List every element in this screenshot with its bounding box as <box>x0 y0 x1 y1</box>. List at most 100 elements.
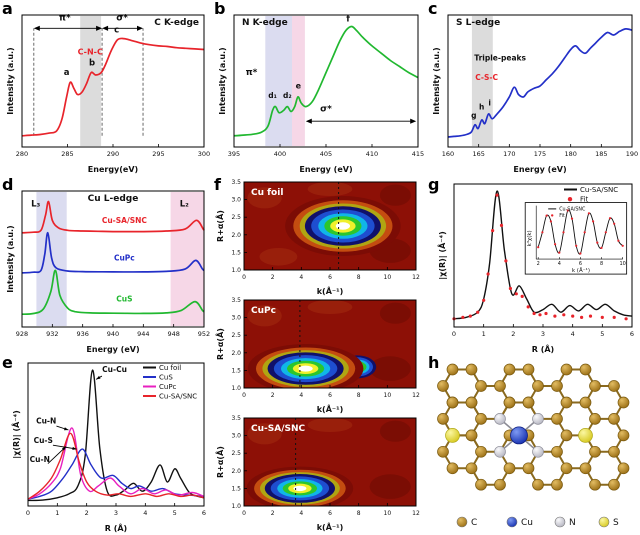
annotation-text: C-N-C <box>78 47 103 56</box>
inset-y-axis-label: k³χ(k) <box>526 230 533 246</box>
x-tick-label: 1 <box>482 330 486 338</box>
y-tick-label: 1.0 <box>231 385 241 392</box>
y-axis-label: R+α(Å) <box>215 210 225 242</box>
y-tick-label: 2.0 <box>231 468 241 475</box>
annotation-arrow <box>56 425 69 431</box>
y-axis-label: Intensity (a.u.) <box>432 47 441 114</box>
annotation-text: i <box>488 98 491 107</box>
series-cus <box>21 269 205 316</box>
y-axis-label: |χ(R)| (Å⁻⁴) <box>11 410 21 459</box>
wt-plot-cu-sa-snc: Cu-SA/SNC 0 2 4 6 8 10 12 1.0 1.5 2.0 2.5 3.0 3.5 k(Å⁻… <box>215 415 420 532</box>
x-tick-label: 180 <box>564 150 576 158</box>
annotation-arrow <box>47 446 67 464</box>
carbon-atom <box>608 478 620 491</box>
legend-swatch-s <box>598 516 610 528</box>
x-tick-label: 10 <box>384 510 392 517</box>
x-tick-label: 290 <box>107 150 119 158</box>
x-tick-label: 170 <box>503 150 515 158</box>
inset-x-axis-label: k (Å⁻¹) <box>572 267 590 274</box>
series-cu-sa-snc <box>27 432 205 500</box>
annotation-text: a <box>64 68 70 78</box>
a-plot: 280 285 290 295 300 Energy(eV) Intensity (a.u.… <box>6 13 210 174</box>
x-tick-label: 285 <box>61 150 73 158</box>
carbon-atom <box>551 445 563 458</box>
carbon-atom <box>608 413 620 425</box>
annotation-text: e <box>296 81 302 90</box>
atoms <box>437 363 630 491</box>
wt-label: Cu foil <box>251 188 283 198</box>
carbon-atom <box>475 413 487 425</box>
carbon-atom <box>437 445 449 458</box>
y-tick-label: 3.5 <box>231 415 241 422</box>
annotation-text: C-S-C <box>475 73 498 82</box>
annotation-text: CuS <box>116 295 132 304</box>
legend-swatch-n <box>554 516 566 528</box>
panel-letter-h: h <box>428 353 440 372</box>
annotation-text: CuPc <box>114 253 135 262</box>
carbon-atom <box>465 396 478 409</box>
x-tick-label: 12 <box>412 392 420 399</box>
carbon-atom <box>560 396 573 409</box>
series-cu-sa-snc <box>453 190 633 320</box>
x-tick-label: 415 <box>412 150 424 158</box>
x-tick-label: 0 <box>452 330 456 338</box>
y-tick-label: 2.5 <box>231 332 241 339</box>
legend-swatch-c <box>456 516 468 528</box>
carbon-atom <box>465 363 478 376</box>
carbon-atom <box>608 380 620 392</box>
x-tick-label: 4 <box>299 392 303 399</box>
x-tick-label: 5 <box>600 330 604 338</box>
heatmap <box>244 418 416 506</box>
x-tick-label: 944 <box>137 330 149 338</box>
x-axis-label: k(Å⁻¹) <box>317 404 344 414</box>
x-tick-label: 280 <box>16 150 28 158</box>
x-tick-label: 6 <box>630 330 634 338</box>
x-tick-label: 160 <box>442 150 454 158</box>
copper-atom <box>510 426 528 445</box>
annotation-text: f <box>346 15 350 25</box>
axes-box <box>233 14 419 148</box>
x-tick-label: 2 <box>511 330 515 338</box>
y-tick-label: 3.0 <box>231 315 241 322</box>
carbon-atom <box>503 363 516 376</box>
nitrogen-atom <box>532 413 544 425</box>
annotation-text: L₃ <box>31 200 40 210</box>
annotation-text: σ* <box>320 104 332 114</box>
panel-title: Cu L-edge <box>88 194 139 204</box>
inset-tick-label: 2 <box>537 261 540 267</box>
carbon-atom <box>437 380 449 392</box>
carbon-atom <box>560 462 573 475</box>
wt-label: CuPc <box>251 306 276 316</box>
annotation-text: d₂ <box>283 91 292 100</box>
inset-tick-label: 8 <box>600 261 603 267</box>
panel-b: b 395 400 405 410 415 Energy (eV) Intensity (a… <box>214 0 424 174</box>
nitrogen-atom <box>532 445 544 458</box>
wt-label: Cu-SA/SNC <box>251 424 305 434</box>
y-tick-label: 3.0 <box>231 433 241 440</box>
carbon-atom <box>532 478 544 491</box>
x-tick-label: 4 <box>299 274 303 281</box>
legend-label: S <box>613 518 619 528</box>
y-tick-label: 2.5 <box>231 450 241 457</box>
panel-letter-e: e <box>2 353 13 372</box>
x-axis-label: Energy (eV) <box>299 165 352 174</box>
x-axis-label: R (Å) <box>532 344 554 354</box>
annotation-text: Cu-N <box>36 416 56 425</box>
legend-label: Cu foil <box>159 364 181 372</box>
y-axis-label: R+α(Å) <box>215 446 225 478</box>
range-arrow <box>33 25 103 31</box>
nitrogen-atom <box>494 445 506 458</box>
panel-h: h C Cu N S <box>428 353 638 533</box>
carbon-atom <box>579 363 592 376</box>
y-axis-label: Intensity (a.u.) <box>6 225 15 292</box>
legend: Cu-SA/SNC Fit <box>564 186 618 204</box>
range-arrow <box>305 118 417 124</box>
annotation-text: Cu-Cu <box>102 365 127 374</box>
panel-letter-d: d <box>2 175 14 194</box>
series-n-kedge <box>233 25 419 137</box>
x-tick-label: 6 <box>328 392 332 399</box>
annotation-text: L₂ <box>180 200 189 210</box>
inset-legend-label: Cu-SA/SNC <box>559 207 586 213</box>
carbon-atom <box>503 396 516 409</box>
